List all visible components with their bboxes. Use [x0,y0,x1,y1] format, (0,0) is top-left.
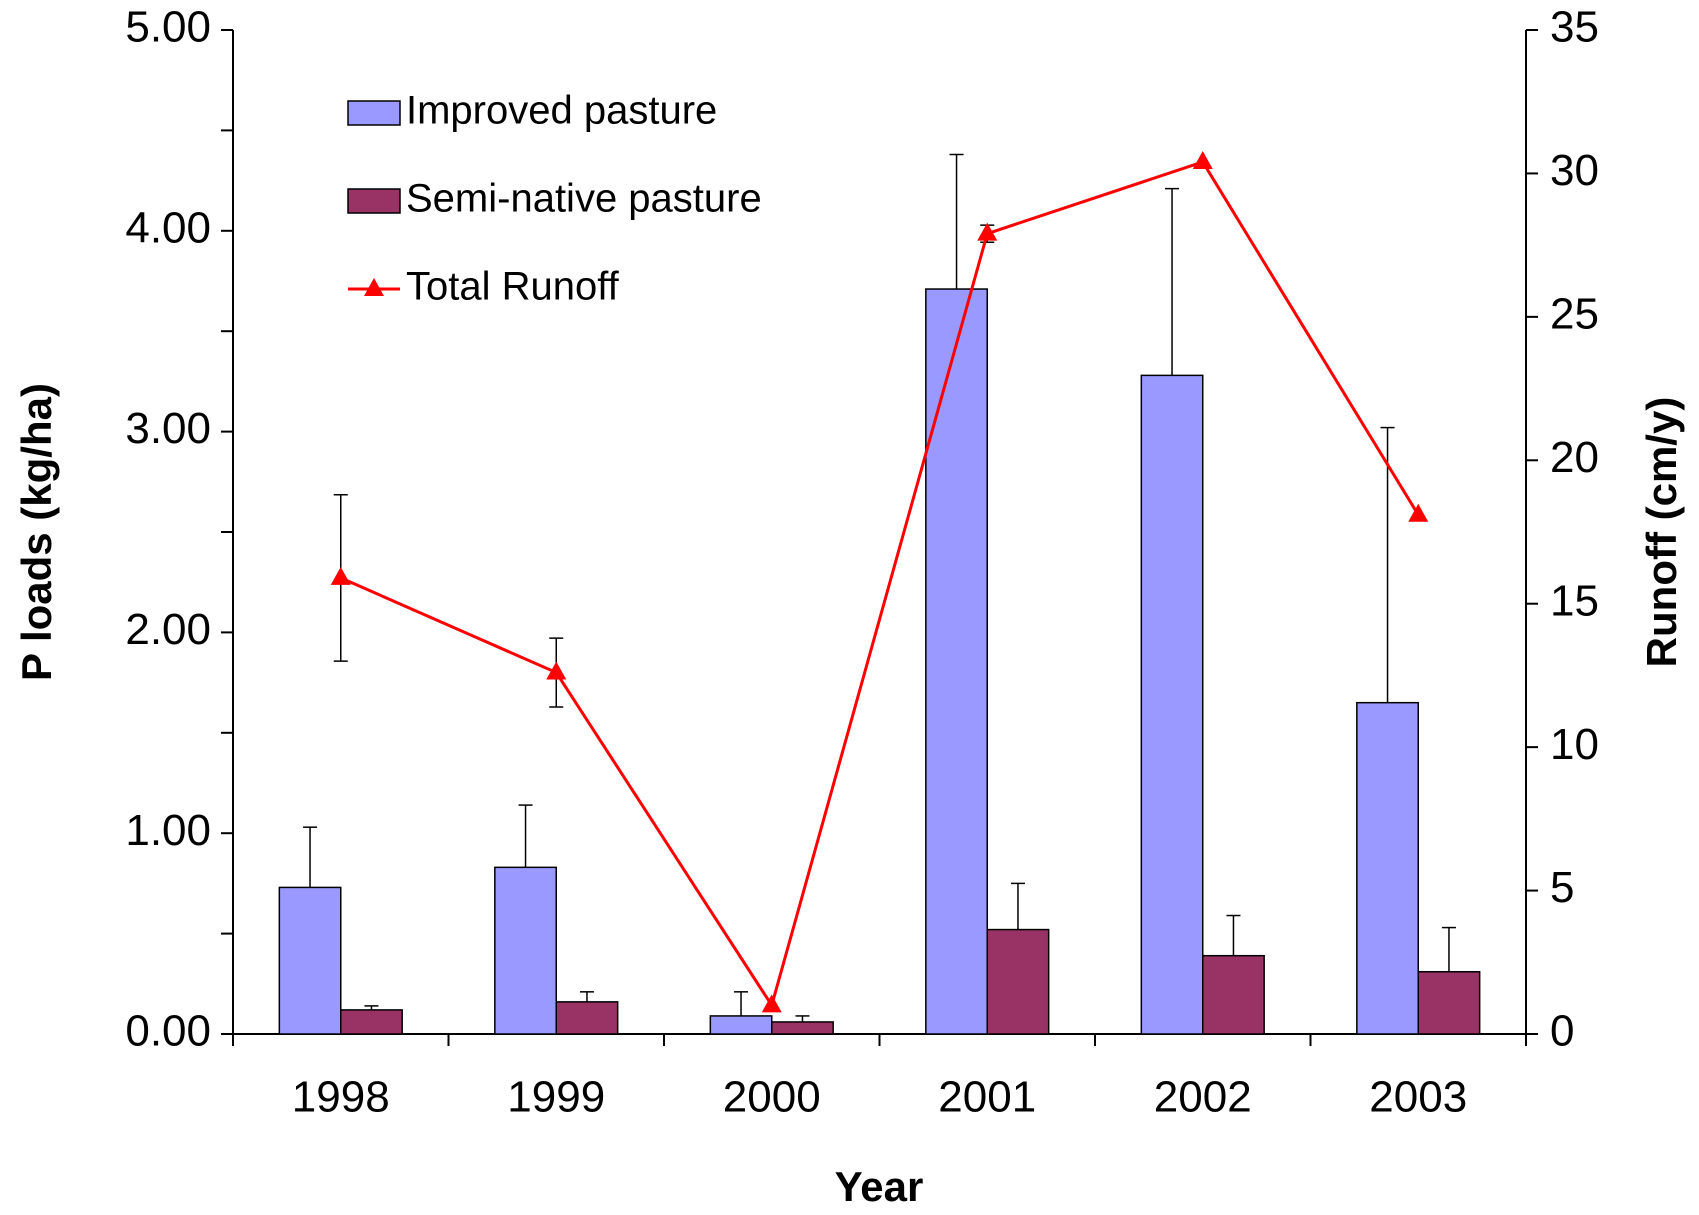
legend-label: Semi-native pasture [406,177,762,221]
y2-tick-label: 25 [1550,289,1599,338]
legend-swatch [347,188,401,214]
bar [1140,374,1204,1035]
line [340,160,1420,1009]
y2-tick-label: 15 [1550,576,1599,625]
bar [771,1021,834,1035]
y-tick-label: 1.00 [125,806,211,855]
y-tick-label: 2.00 [125,605,211,654]
bar [494,866,557,1035]
x-tick-label: 2003 [1369,1073,1467,1122]
error-bar [734,991,749,1016]
marker [761,994,782,1013]
bar [278,886,342,1035]
legend-label: Total Runoff [406,265,620,309]
x-tick-label: 1999 [507,1073,605,1122]
bar [1202,954,1265,1035]
error-bar [1010,882,1025,930]
bar [555,1001,619,1035]
bar [986,928,1050,1035]
bar [925,288,989,1035]
error-bar [579,991,594,1002]
legend-marker [364,278,384,296]
y2-tick-label: 35 [1550,3,1599,52]
x-tick-label: 2000 [723,1073,821,1122]
error-bar [1380,426,1395,703]
y-tick-label: 5.00 [125,3,211,52]
y2-tick-label: 5 [1550,863,1574,912]
error-bar [518,804,533,868]
error-bar [949,153,964,290]
y2-tick-label: 30 [1550,146,1599,195]
y2-tick-label: 0 [1550,1007,1574,1056]
x-tick-label: 2001 [938,1073,1036,1122]
x-axis-title: Year [835,1163,924,1210]
marker [977,222,998,241]
error-bar [1165,187,1180,376]
legend-label: Improved pasture [406,89,717,133]
y-tick-label: 4.00 [125,203,211,252]
bar [340,1009,403,1035]
marker [1408,503,1429,522]
y-tick-label: 0.00 [125,1007,211,1056]
bar [1417,971,1481,1035]
legend-swatch [347,100,401,126]
bar [709,1015,773,1035]
y-axis-title: P loads (kg/ha) [13,383,60,681]
error-bar [1441,926,1456,972]
y2-axis-title: Runoff (cm/y) [1638,397,1685,668]
error-bar [364,1005,379,1010]
x-tick-label: 2002 [1154,1073,1252,1122]
y2-tick-label: 20 [1550,433,1599,482]
marker [546,661,567,680]
error-bar [1226,914,1241,956]
y-tick-label: 3.00 [125,404,211,453]
x-tick-label: 1998 [292,1073,390,1122]
marker [1192,150,1213,169]
y2-tick-label: 10 [1550,720,1599,769]
bar [1356,701,1420,1035]
error-bar [303,826,318,888]
marker [330,566,351,585]
error-bar [795,1015,810,1022]
